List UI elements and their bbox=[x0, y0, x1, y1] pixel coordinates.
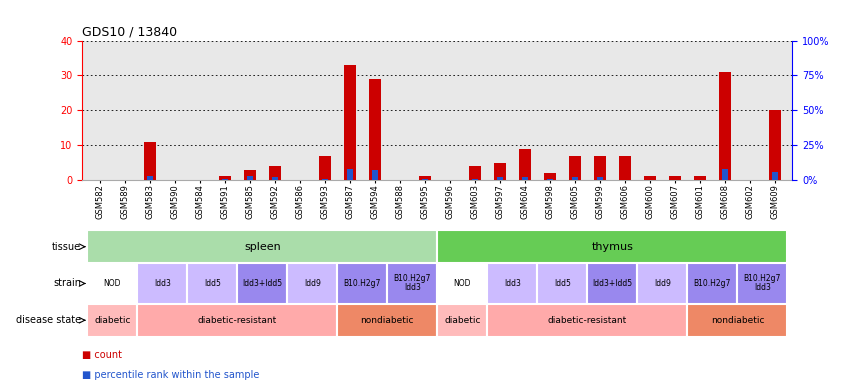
Text: nondiabetic: nondiabetic bbox=[360, 316, 414, 325]
Text: tissue: tissue bbox=[52, 242, 81, 252]
Text: diabetic-resistant: diabetic-resistant bbox=[547, 316, 627, 325]
Bar bbox=[488, 263, 537, 304]
Text: ■ count: ■ count bbox=[82, 350, 122, 360]
Bar bbox=[272, 177, 278, 180]
Bar bbox=[387, 263, 437, 304]
Bar bbox=[469, 166, 481, 180]
Bar bbox=[572, 177, 578, 180]
Text: Idd3: Idd3 bbox=[504, 279, 520, 288]
Bar bbox=[688, 304, 787, 337]
Bar bbox=[546, 178, 553, 180]
Text: diabetic-resistant: diabetic-resistant bbox=[197, 316, 277, 325]
Bar bbox=[146, 176, 153, 180]
Bar bbox=[569, 156, 581, 180]
Bar bbox=[719, 72, 731, 180]
Bar bbox=[87, 304, 138, 337]
Bar bbox=[637, 263, 688, 304]
Bar bbox=[597, 177, 603, 180]
Text: B10.H2g7
Idd3: B10.H2g7 Idd3 bbox=[394, 274, 431, 293]
Bar bbox=[488, 304, 688, 337]
Bar bbox=[138, 304, 338, 337]
Bar bbox=[669, 176, 682, 180]
Bar bbox=[247, 176, 253, 180]
Bar bbox=[769, 110, 781, 180]
Text: B10.H2g7: B10.H2g7 bbox=[694, 279, 731, 288]
Bar bbox=[369, 79, 381, 180]
Text: B10.H2g7
Idd3: B10.H2g7 Idd3 bbox=[744, 274, 781, 293]
Bar bbox=[587, 263, 637, 304]
Text: spleen: spleen bbox=[244, 242, 281, 252]
Bar bbox=[544, 173, 556, 180]
Text: GDS10 / 13840: GDS10 / 13840 bbox=[82, 25, 178, 38]
Bar bbox=[593, 156, 606, 180]
Text: Idd5: Idd5 bbox=[204, 279, 221, 288]
Bar bbox=[694, 176, 706, 180]
Text: thymus: thymus bbox=[591, 242, 633, 252]
Bar bbox=[437, 304, 488, 337]
Bar bbox=[288, 263, 338, 304]
Bar bbox=[519, 149, 531, 180]
Bar bbox=[643, 176, 656, 180]
Bar bbox=[87, 230, 437, 263]
Bar bbox=[521, 177, 528, 180]
Bar bbox=[138, 263, 187, 304]
Bar bbox=[346, 169, 353, 180]
Bar bbox=[418, 176, 431, 180]
Text: Idd9: Idd9 bbox=[304, 279, 320, 288]
Bar bbox=[144, 142, 156, 180]
Text: Idd3+Idd5: Idd3+Idd5 bbox=[592, 279, 632, 288]
Text: Idd5: Idd5 bbox=[554, 279, 571, 288]
Bar bbox=[268, 166, 281, 180]
Bar bbox=[338, 263, 387, 304]
Bar bbox=[537, 263, 587, 304]
Bar bbox=[772, 171, 778, 180]
Bar bbox=[187, 263, 237, 304]
Bar bbox=[344, 65, 356, 180]
Bar bbox=[497, 177, 503, 180]
Text: B10.H2g7: B10.H2g7 bbox=[344, 279, 381, 288]
Bar bbox=[472, 178, 478, 180]
Bar bbox=[87, 263, 138, 304]
Text: Idd9: Idd9 bbox=[654, 279, 671, 288]
Text: NOD: NOD bbox=[104, 279, 121, 288]
Bar bbox=[243, 170, 256, 180]
Bar bbox=[437, 263, 488, 304]
Text: ■ percentile rank within the sample: ■ percentile rank within the sample bbox=[82, 370, 260, 380]
Bar bbox=[319, 156, 331, 180]
Bar bbox=[422, 178, 428, 180]
Bar bbox=[218, 176, 231, 180]
Bar bbox=[321, 178, 328, 180]
Text: diabetic: diabetic bbox=[94, 316, 131, 325]
Bar bbox=[688, 263, 737, 304]
Text: disease state: disease state bbox=[16, 315, 81, 325]
Bar bbox=[618, 156, 631, 180]
Text: NOD: NOD bbox=[454, 279, 471, 288]
Text: Idd3: Idd3 bbox=[154, 279, 171, 288]
Bar bbox=[237, 263, 288, 304]
Bar bbox=[737, 263, 787, 304]
Bar bbox=[372, 170, 378, 180]
Bar bbox=[494, 163, 506, 180]
Bar bbox=[437, 230, 787, 263]
Bar bbox=[338, 304, 437, 337]
Text: nondiabetic: nondiabetic bbox=[711, 316, 764, 325]
Text: strain: strain bbox=[53, 279, 81, 288]
Bar bbox=[222, 178, 228, 180]
Bar bbox=[721, 169, 728, 180]
Text: diabetic: diabetic bbox=[444, 316, 481, 325]
Text: Idd3+Idd5: Idd3+Idd5 bbox=[242, 279, 282, 288]
